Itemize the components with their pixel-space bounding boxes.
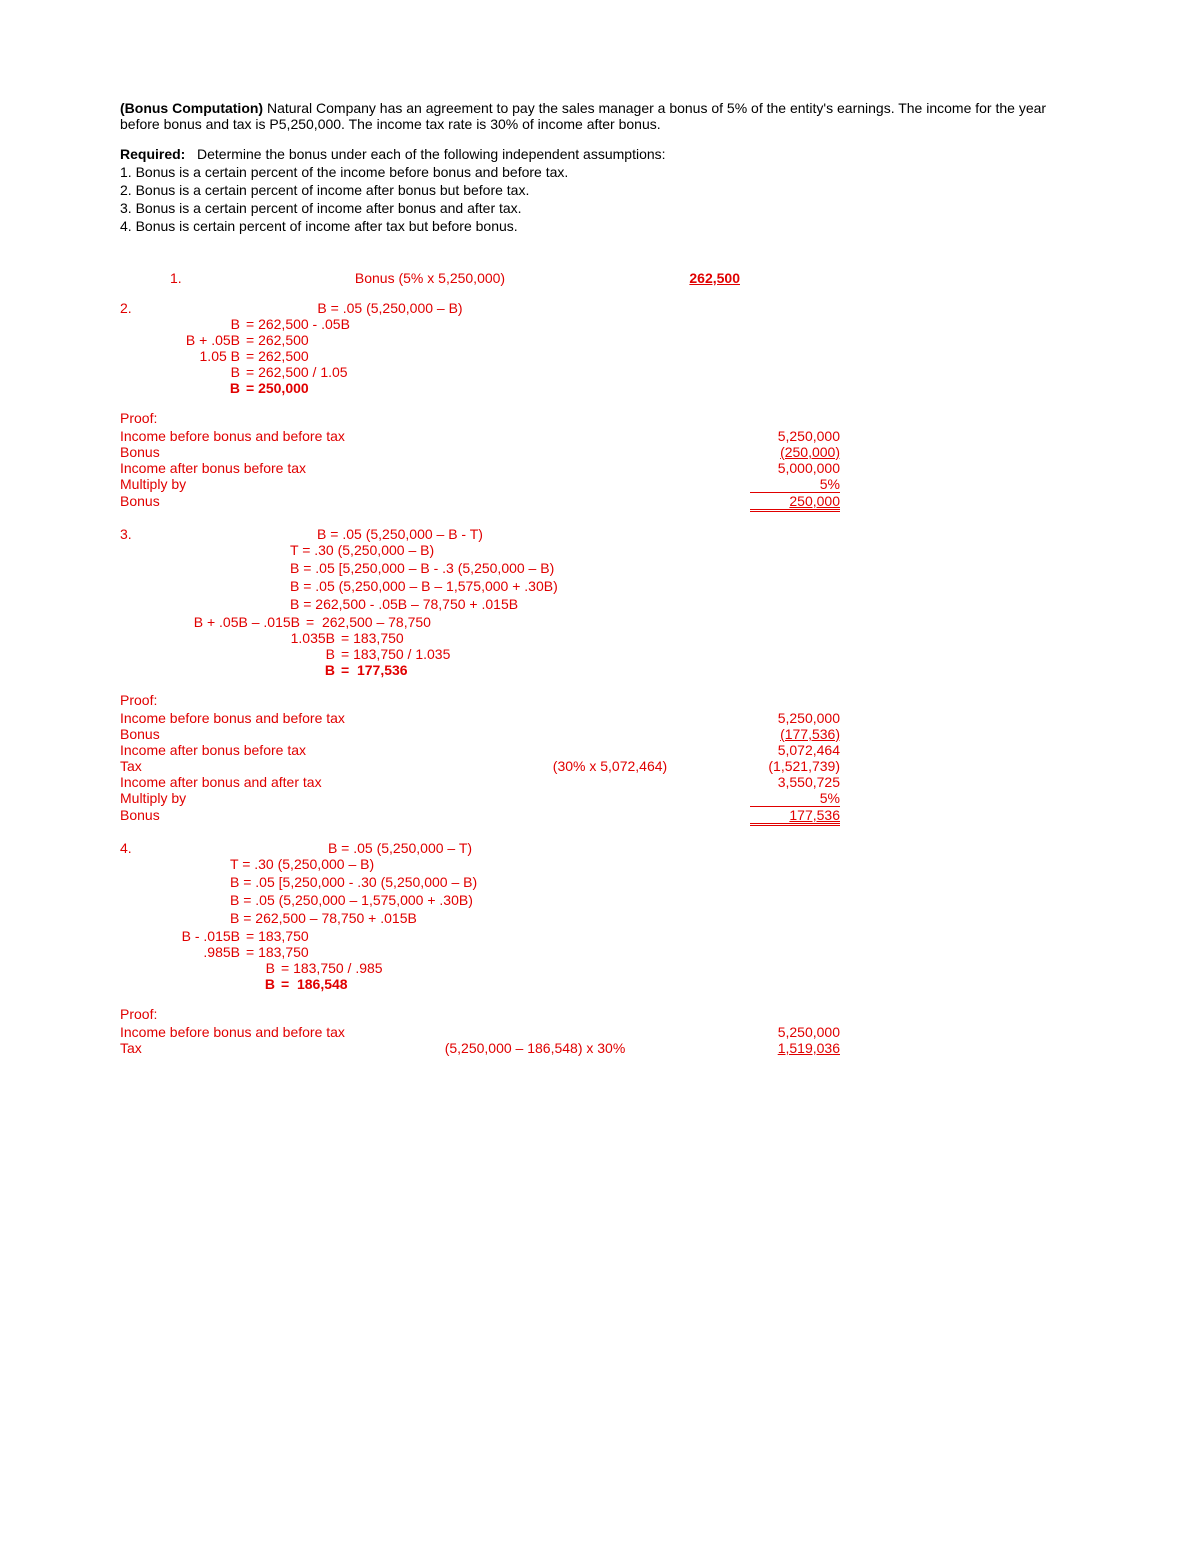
sol2-num: 2. [120,300,160,316]
assumption-1: 1. Bonus is a certain percent of the inc… [120,164,1080,180]
assumption-2: 2. Bonus is a certain percent of income … [120,182,1080,198]
solution-1: 1. Bonus (5% x 5,250,000) 262,500 [120,270,1080,286]
sol1-answer: 262,500 [689,270,740,286]
problem-statement: (Bonus Computation) Natural Company has … [120,100,1080,132]
assumption-3: 3. Bonus is a certain percent of income … [120,200,1080,216]
sol4-eq0: B = .05 (5,250,000 – T) [160,840,640,856]
solution-4-proof: Proof: Income before bonus and before ta… [120,1006,1080,1056]
sol3-num: 3. [120,526,160,542]
solution-4: 4. B = .05 (5,250,000 – T) T = .30 (5,25… [120,840,1080,992]
proof-label-4: Proof: [120,1006,1080,1022]
solution-3-proof: Proof: Income before bonus and before ta… [120,692,1080,826]
sol1-formula: Bonus (5% x 5,250,000) [230,270,630,286]
sol4-num: 4. [120,840,160,856]
required-label: Required: [120,146,185,162]
solution-3: 3. B = .05 (5,250,000 – B - T) T = .30 (… [120,526,1080,678]
sol3-eq0: B = .05 (5,250,000 – B - T) [160,526,640,542]
required-text: Determine the bonus under each of the fo… [197,146,666,162]
required-block: Required: Determine the bonus under each… [120,146,1080,234]
assumption-4: 4. Bonus is certain percent of income af… [120,218,1080,234]
solution-2: 2. B = .05 (5,250,000 – B) B= 262,500 - … [120,300,1080,396]
sol2-eq0: B = .05 (5,250,000 – B) [160,300,620,316]
solution-2-proof: Proof: Income before bonus and before ta… [120,410,1080,512]
proof-label-3: Proof: [120,692,1080,708]
sol1-num: 1. [120,270,230,286]
proof-label: Proof: [120,410,1080,426]
problem-title: (Bonus Computation) [120,100,263,116]
